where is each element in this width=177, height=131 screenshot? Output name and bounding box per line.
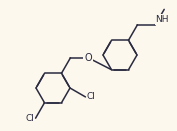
Text: NH: NH [155,15,169,24]
Text: O: O [84,53,92,63]
Text: Cl: Cl [26,114,35,123]
Text: Cl: Cl [86,92,95,101]
